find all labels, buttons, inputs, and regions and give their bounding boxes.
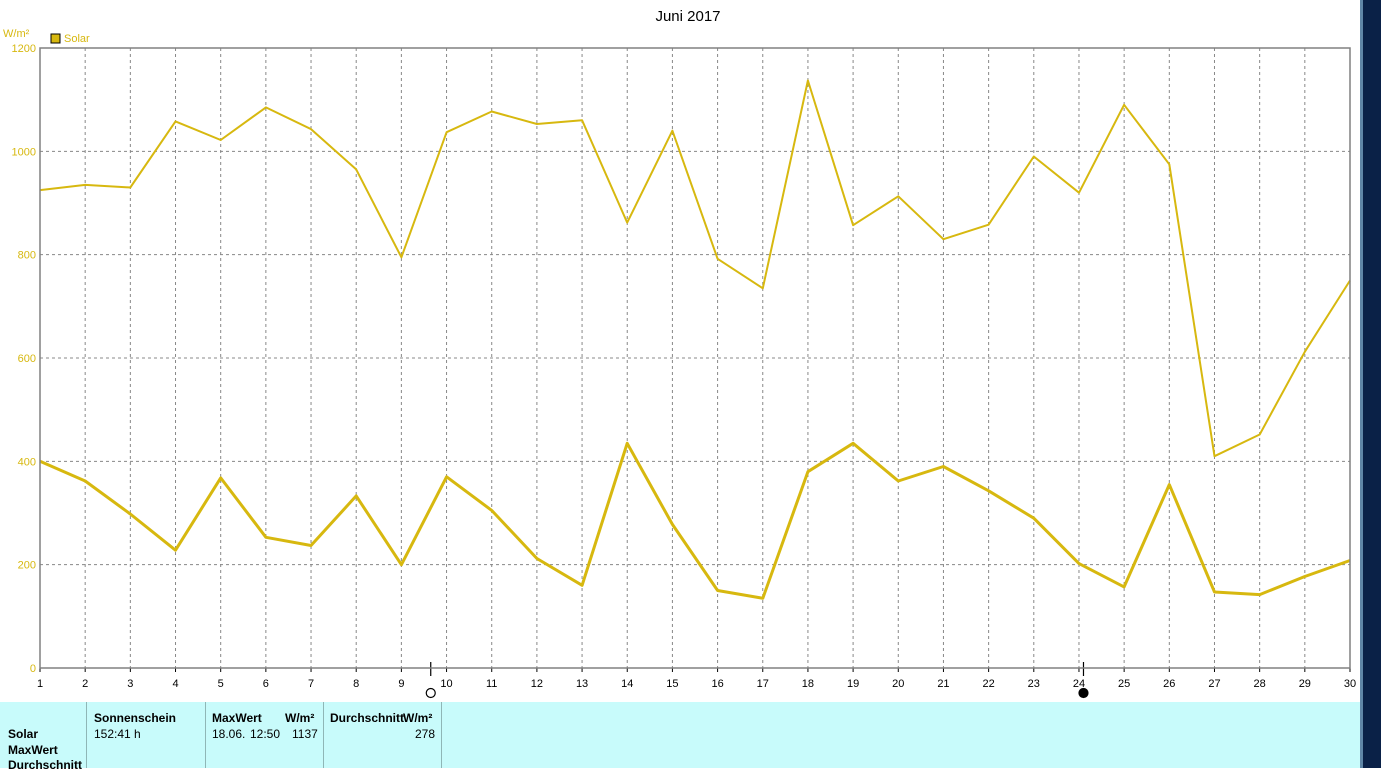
x-tick-label: 1 — [37, 678, 43, 690]
x-tick-label: 16 — [711, 678, 723, 690]
series-line-maximum — [39, 79, 1351, 458]
avg-value: 278 — [415, 727, 436, 741]
row-label-maxwert: MaxWert — [8, 743, 58, 757]
y-tick-label: 1000 — [12, 146, 36, 158]
window-edge — [1360, 0, 1381, 768]
x-tick-label: 13 — [576, 678, 588, 690]
x-tick-label: 23 — [1028, 678, 1040, 690]
x-tick-label: 28 — [1254, 678, 1266, 690]
avg-header: Durchschnitt — [330, 711, 405, 725]
y-axis: 0 200 400 600 800 1000 1200 — [12, 43, 36, 675]
x-axis: 1 2 3 4 5 6 7 8 9 10 11 12 13 14 15 16 17 18 19 20 21 22 23 24 2… — [37, 668, 1356, 690]
avg-unit: W/m² — [403, 711, 433, 725]
x-tick-label: 8 — [353, 678, 359, 690]
x-tick-label: 20 — [892, 678, 904, 690]
sunshine-header: Sonnenschein — [94, 711, 177, 725]
new-moon-icon — [1078, 687, 1089, 699]
x-tick-label: 24 — [1073, 678, 1085, 690]
x-tick-label: 10 — [440, 678, 452, 690]
x-tick-label: 9 — [398, 678, 404, 690]
max-unit: W/m² — [285, 711, 315, 725]
y-tick-label: 400 — [18, 456, 36, 468]
series — [39, 79, 1351, 600]
x-tick-label: 25 — [1118, 678, 1130, 690]
x-tick-label: 30 — [1344, 678, 1356, 690]
y-tick-label: 1200 — [12, 43, 36, 55]
x-tick-label: 21 — [937, 678, 949, 690]
row-label-column: Solar MaxWert Durchschnitt — [0, 702, 87, 772]
max-time: 12:50 — [250, 727, 281, 741]
x-tick-label: 7 — [308, 678, 314, 690]
x-tick-label: 29 — [1299, 678, 1311, 690]
x-tick-label: 15 — [666, 678, 678, 690]
sunshine-value: 152:41 h — [94, 727, 141, 741]
row-label-durchschnitt: Durchschnitt — [8, 758, 83, 772]
solar-chart: Juni 2017 W/m² Solar 0200400600800100012… — [3, 8, 1356, 699]
x-tick-label: 26 — [1163, 678, 1175, 690]
y-tick-label: 200 — [18, 560, 36, 572]
y-tick-label: 800 — [18, 250, 36, 262]
avg-column: Durchschnitt W/m² 278 — [324, 702, 442, 768]
y-axis-unit: W/m² — [3, 28, 30, 40]
max-column: MaxWert W/m² 18.06. 12:50 1137 — [206, 702, 324, 768]
x-tick-label: 19 — [847, 678, 859, 690]
y-tick-label: 0 — [30, 663, 36, 675]
max-date: 18.06. — [212, 727, 246, 741]
x-tick-label: 14 — [621, 678, 633, 690]
x-tick-label: 4 — [172, 678, 178, 690]
x-tick-label: 5 — [218, 678, 224, 690]
moon-phases — [425, 662, 1089, 699]
series-line-average — [39, 441, 1351, 600]
y-tick-label: 600 — [18, 353, 36, 365]
grid — [40, 48, 1350, 668]
x-tick-label: 18 — [802, 678, 814, 690]
x-tick-label: 27 — [1208, 678, 1220, 690]
x-tick-label: 3 — [127, 678, 133, 690]
summary-table: Solar MaxWert Durchschnitt Sonnenschein … — [0, 702, 1360, 772]
max-value: 1137 — [292, 727, 318, 741]
sunshine-column: Sonnenschein 152:41 h — [87, 702, 206, 768]
legend-swatch — [50, 33, 61, 44]
x-tick-label: 22 — [982, 678, 994, 690]
x-tick-label: 12 — [531, 678, 543, 690]
legend-label: Solar — [64, 33, 90, 45]
max-header: MaxWert — [212, 711, 262, 725]
x-tick-label: 2 — [82, 678, 88, 690]
x-tick-label: 11 — [486, 678, 497, 690]
x-tick-label: 17 — [757, 678, 769, 690]
chart-title: Juni 2017 — [655, 8, 720, 25]
full-moon-icon — [425, 687, 436, 699]
row-label-solar: Solar — [8, 727, 39, 741]
x-tick-label: 6 — [263, 678, 269, 690]
plot-frame — [39, 47, 1351, 669]
